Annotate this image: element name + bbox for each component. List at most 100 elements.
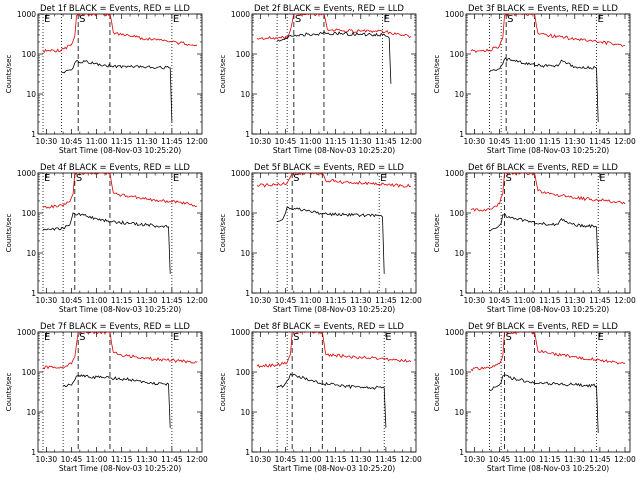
events-series-line [489,374,599,433]
lld-series-line [470,14,626,53]
marker-label: E [599,173,605,184]
marker-label: S [507,14,513,25]
series-group [256,14,412,84]
y-tick-label: 1 [245,289,250,298]
x-tick-label: 10:30 [36,455,58,464]
plot-frame [37,172,203,294]
x-tick-label: 11:45 [589,137,611,146]
x-axis-title: Start Time (08-Nov-03 10:25:20) [487,305,609,314]
y-tick-label: 1 [31,448,36,457]
series-group [42,14,198,123]
marker-label: S [293,173,299,184]
x-tick-label: 10:45 [275,455,297,464]
x-tick-label: 11:45 [375,137,397,146]
x-tick-label: 10:30 [250,455,272,464]
lld-series-line [42,332,198,370]
x-tick-label: 11:30 [350,455,372,464]
panel-title: Det 4f BLACK = Events, RED = LLD [40,163,190,173]
x-tick-label: 10:30 [250,296,272,305]
marker-label: S [505,332,511,343]
y-tick-label: 100 [450,50,465,59]
marker-label: S [79,332,85,343]
x-tick-label: 10:30 [464,455,486,464]
y-axis-title: Counts/sec [433,214,441,253]
x-tick-label: 11:30 [564,296,586,305]
x-tick-label: 12:00 [186,296,208,305]
y-tick-label: 1 [459,448,464,457]
x-tick-label: 12:00 [614,455,636,464]
x-tick-label: 11:45 [161,296,183,305]
y-tick-label: 1000 [231,328,250,337]
x-tick-label: 11:00 [300,296,322,305]
series-group [42,173,198,274]
x-tick-label: 11:30 [350,296,372,305]
events-series-line [42,212,171,274]
series-group [256,173,412,274]
x-axis-title: Start Time (08-Nov-03 10:25:20) [273,305,395,314]
x-tick-label: 11:45 [375,296,397,305]
y-tick-label: 100 [22,209,37,218]
x-tick-label: 11:45 [161,455,183,464]
y-axis-title: Counts/sec [219,55,227,94]
lld-series-line [42,14,198,54]
x-tick-label: 11:15 [111,455,133,464]
x-tick-label: 11:30 [136,137,158,146]
lld-series-line [256,332,412,368]
series-group [470,14,626,123]
x-axis-title: Start Time (08-Nov-03 10:25:20) [487,464,609,473]
x-tick-label: 12:00 [400,137,422,146]
x-tick-label: 11:15 [539,296,561,305]
y-tick-label: 1 [31,289,36,298]
y-tick-label: 1 [245,448,250,457]
x-tick-label: 10:45 [275,137,297,146]
y-axis-title: Counts/sec [219,373,227,412]
plot-frame [37,13,203,135]
y-tick-label: 1000 [231,10,250,19]
y-tick-label: 100 [236,50,251,59]
y-tick-label: 1 [459,130,464,139]
y-tick-label: 10 [240,90,250,99]
x-tick-label: 10:30 [36,296,58,305]
marker-label: E [44,14,50,25]
detector-panel-2: Det 2f BLACK = Events, RED = LLD 1 10 100 10… [219,4,422,155]
detector-panel-7: Det 7f BLACK = Events, RED = LLD 1 10 100 10… [5,322,208,473]
x-tick-label: 10:45 [489,137,511,146]
marker-label: E [44,173,50,184]
series-group [42,332,198,428]
x-tick-label: 12:00 [186,137,208,146]
marker-label: E [384,14,390,25]
y-tick-label: 10 [26,249,36,258]
x-axis-title: Start Time (08-Nov-03 10:25:20) [273,464,395,473]
y-tick-label: 10 [454,249,464,258]
series-group [470,332,626,433]
series-group [256,332,412,428]
y-tick-label: 100 [22,50,37,59]
x-tick-label: 12:00 [400,455,422,464]
x-tick-label: 11:00 [514,296,536,305]
lld-series-line [470,332,626,372]
plot-frame [465,331,631,453]
y-tick-label: 10 [240,408,250,417]
marker-label: S [79,14,85,25]
y-axis-title: Counts/sec [219,214,227,253]
detector-panel-4: Det 4f BLACK = Events, RED = LLD 1 10 100 10… [5,163,208,314]
x-tick-label: 11:15 [111,296,133,305]
plot-frame [37,331,203,453]
x-tick-label: 12:00 [400,296,422,305]
marker-label: S [76,173,82,184]
x-tick-label: 10:45 [61,137,83,146]
marker-label: E [385,332,391,343]
y-tick-label: 100 [450,368,465,377]
marker-label: E [598,14,604,25]
x-tick-label: 10:45 [489,296,511,305]
plot-frame [465,13,631,135]
marker-label: S [293,332,299,343]
detector-panel-5: Det 5f BLACK = Events, RED = LLD 1 10 100 10… [219,163,422,314]
detector-panel-1: Det 1f BLACK = Events, RED = LLD 1 10 100 10… [5,4,208,155]
events-series-line [489,213,599,274]
x-axis-title: Start Time (08-Nov-03 10:25:20) [487,146,609,155]
x-tick-label: 10:30 [36,137,58,146]
y-tick-label: 10 [454,408,464,417]
y-tick-label: 1 [31,130,36,139]
